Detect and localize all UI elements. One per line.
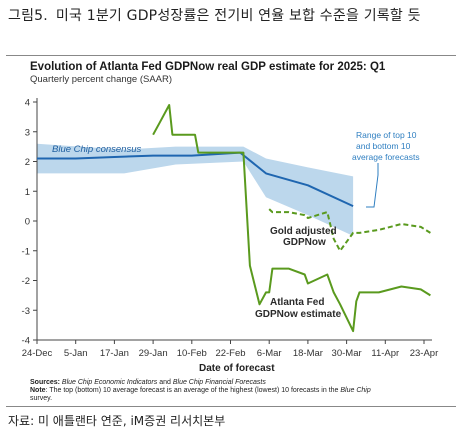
x-axis-label: Date of forecast xyxy=(199,363,275,374)
y-tick-label: 0 xyxy=(25,217,30,228)
x-tick-label: 11-Apr xyxy=(371,348,399,359)
range-annotation: Range of top 10 and bottom 10 average fo… xyxy=(352,130,420,208)
range-label-line-3: average forecasts xyxy=(352,152,420,162)
blue-chip-label: Blue Chip consensus xyxy=(52,144,141,155)
figure-number: 그림5. xyxy=(8,8,48,24)
axes: 4 3 2 1 0 -1 -2 -3 -424-Dec 5-Jan 17-Jan 29-Jan 10-F… xyxy=(22,98,439,360)
chart-subtitle: Quarterly percent change (SAAR) xyxy=(30,74,172,85)
x-tick-label: 29-Jan xyxy=(139,348,168,359)
y-tick-label: 3 xyxy=(25,127,30,138)
sources-line: Sources: Blue Chip Economic Indicators a… xyxy=(30,379,266,386)
x-tick-label: 17-Jan xyxy=(100,348,129,359)
y-tick-label: -3 xyxy=(22,306,30,317)
x-tick-label: 22-Feb xyxy=(215,348,245,359)
y-tick-label: -1 xyxy=(22,246,30,257)
gold-label-line-2: GDPNow xyxy=(283,237,326,248)
atlanta-label-line-2: GDPNow estimate xyxy=(255,309,342,320)
gold-annotation: Gold adjusted GDPNow xyxy=(270,226,337,248)
figure-caption-text: 미국 1분기 GDP성장률은 전기비 연율 보합 수준을 기록할 듯 xyxy=(55,8,421,24)
gold-adjusted-gdpnow-line xyxy=(268,208,431,252)
x-tick-label: 5-Jan xyxy=(64,348,88,359)
atlanta-fed-gdpnow-estimate-line xyxy=(152,104,431,333)
chart-notes: Sources: Blue Chip Economic Indicators a… xyxy=(30,379,371,402)
note-line-1: Note: The top (bottom) 10 average foreca… xyxy=(30,387,371,394)
range-label-line-1: Range of top 10 xyxy=(356,130,417,140)
y-tick-label: -2 xyxy=(22,276,30,287)
y-tick-label: 1 xyxy=(25,187,30,198)
y-tick-label: 2 xyxy=(25,157,30,168)
note-line-2: survey. xyxy=(30,395,52,402)
atlanta-annotation: Atlanta Fed GDPNow estimate xyxy=(255,297,342,320)
atlanta-label-line-1: Atlanta Fed xyxy=(270,297,324,308)
range-band-layer xyxy=(37,143,354,236)
x-tick-label: 30-Mar xyxy=(332,348,362,359)
chart-title: Evolution of Atlanta Fed GDPNow real GDP… xyxy=(30,61,386,73)
figure-caption: 그림5. 미국 1분기 GDP성장률은 전기비 연율 보합 수준을 기록할 듯 xyxy=(8,6,456,27)
x-tick-label: 23-Apr xyxy=(410,348,439,359)
y-tick-label: -4 xyxy=(22,336,30,347)
gold-label-line-1: Gold adjusted xyxy=(270,226,337,237)
range-label-line-2: and bottom 10 xyxy=(356,141,411,151)
bottom-rule xyxy=(6,406,456,407)
x-tick-label: 10-Feb xyxy=(177,348,207,359)
blue-chip-consensus-line xyxy=(37,151,354,208)
top-rule xyxy=(6,55,456,56)
series-layer xyxy=(37,104,431,333)
y-tick-label: 4 xyxy=(25,98,30,109)
x-tick-label: 24-Dec xyxy=(22,348,53,359)
range-band xyxy=(37,143,354,236)
x-tick-label: 6-Mar xyxy=(257,348,282,359)
range-pointer xyxy=(366,163,379,208)
figure-source: 자료: 미 애틀랜타 연준, iM증권 리서치본부 xyxy=(8,414,226,428)
x-tick-label: 18-Mar xyxy=(293,348,323,359)
